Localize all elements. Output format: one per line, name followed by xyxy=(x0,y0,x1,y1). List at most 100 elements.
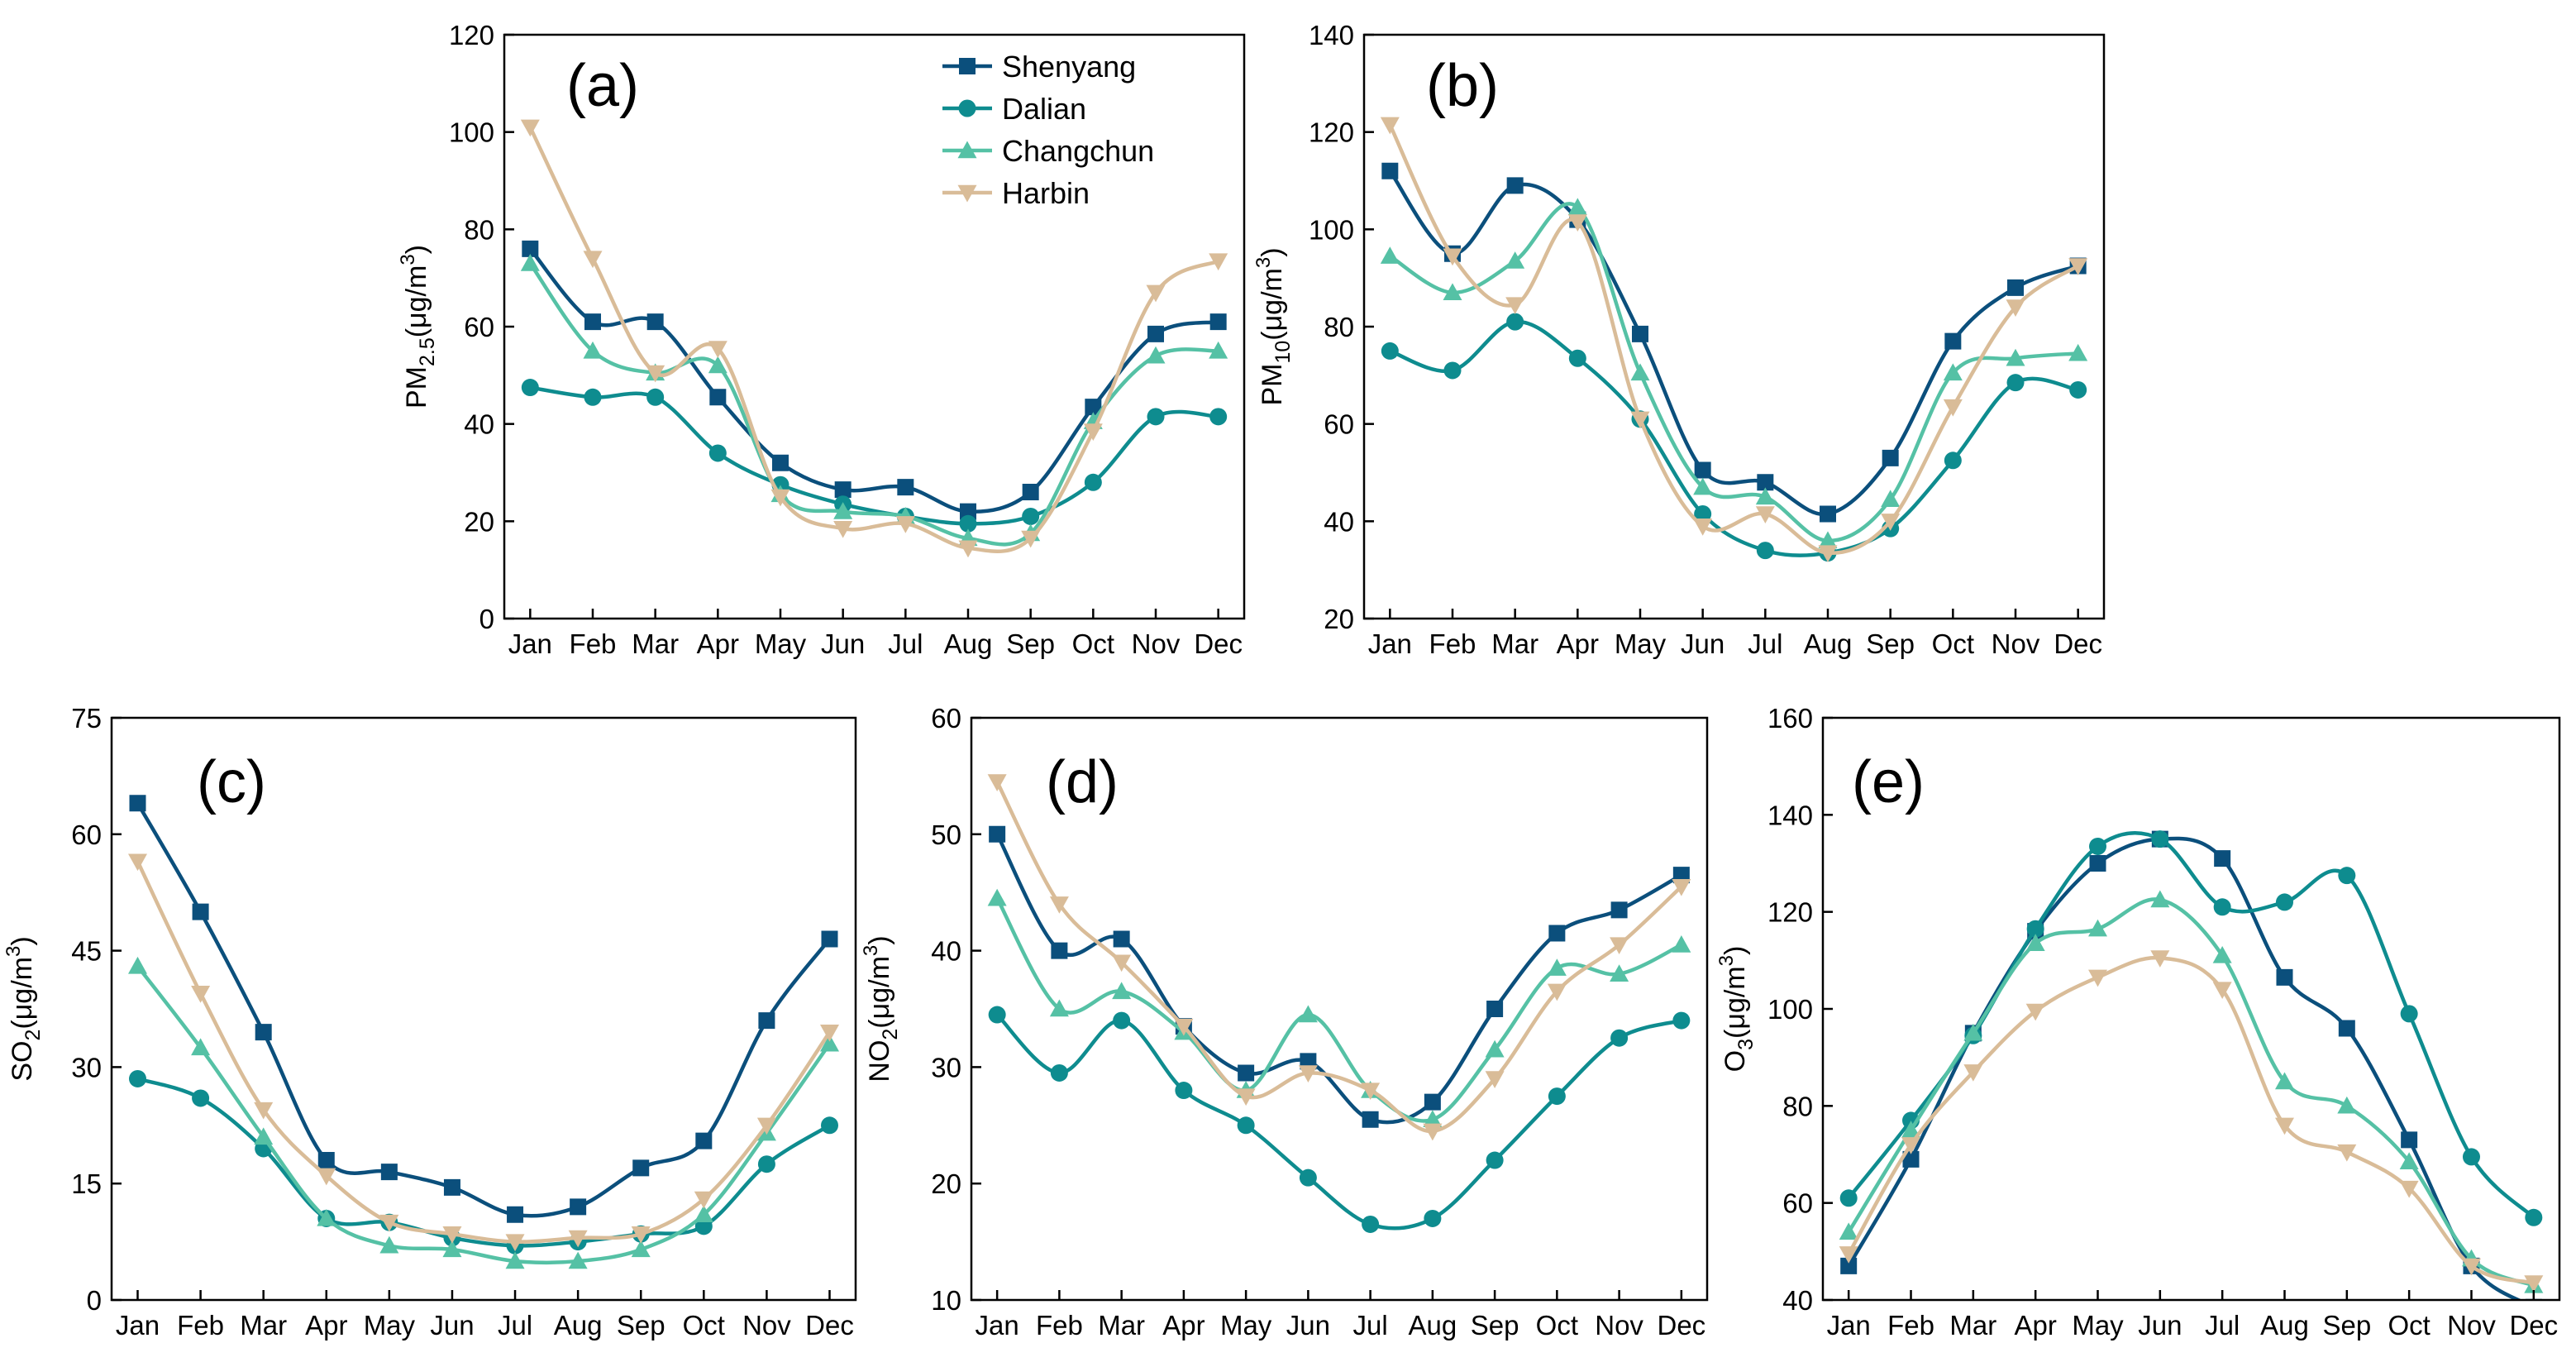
legend-marker-harbin xyxy=(957,184,977,203)
data-point-dalian-jan xyxy=(129,1069,146,1087)
y-tick-label: 140 xyxy=(1767,800,1813,830)
series-line-shenyang xyxy=(1847,836,2523,1300)
data-point-shenyang-jan xyxy=(129,795,146,812)
series-line-harbin xyxy=(1847,955,2535,1285)
data-point-harbin-jun xyxy=(2150,950,2170,968)
data-point-dalian-feb xyxy=(1443,361,1462,380)
data-point-harbin-oct xyxy=(2399,1180,2419,1198)
plot-frame xyxy=(503,33,1246,620)
x-tick-label: Nov xyxy=(1992,628,2040,659)
data-point-harbin-jan xyxy=(1380,117,1400,135)
x-tick-label: Nov xyxy=(742,1310,791,1340)
data-point-harbin-oct xyxy=(1943,399,1963,417)
x-tick-label: Sep xyxy=(1866,628,1915,659)
data-point-changchun-feb xyxy=(1049,999,1069,1017)
data-point-shenyang-oct xyxy=(1944,332,1962,350)
x-tick-label: Apr xyxy=(1557,628,1599,659)
series-shenyang xyxy=(1381,162,2087,523)
series-line-harbin xyxy=(528,126,1219,553)
data-point-changchun-mar xyxy=(1112,982,1132,1000)
x-tick-label: Feb xyxy=(177,1310,224,1340)
data-point-shenyang-mar xyxy=(1506,177,1524,194)
data-point-shenyang-sep xyxy=(632,1159,650,1177)
x-tick-label: Dec xyxy=(805,1310,854,1340)
data-point-changchun-feb xyxy=(191,1038,211,1056)
x-tick-label: Oct xyxy=(1072,628,1114,659)
data-point-shenyang-may xyxy=(380,1164,398,1181)
data-point-harbin-mar xyxy=(1963,1064,1983,1082)
data-point-shenyang-jan xyxy=(1840,1257,1858,1274)
data-point-shenyang-oct xyxy=(1548,925,1566,942)
y-tick-label: 60 xyxy=(71,820,102,850)
x-tick-label: Jul xyxy=(1748,628,1782,659)
data-point-changchun-jan xyxy=(128,956,147,974)
data-point-shenyang-nov xyxy=(1147,325,1165,342)
data-point-shenyang-may xyxy=(2089,855,2106,872)
data-point-changchun-sep xyxy=(631,1240,651,1258)
data-point-harbin-sep xyxy=(1485,1071,1505,1088)
data-point-shenyang-sep xyxy=(1486,1001,1504,1017)
data-point-harbin-dec xyxy=(2524,1275,2544,1293)
data-point-harbin-feb xyxy=(1443,248,1462,266)
x-tick-label: Sep xyxy=(1471,1310,1519,1340)
x-tick-label: Aug xyxy=(1804,628,1853,659)
data-point-dalian-jan xyxy=(521,379,539,397)
data-point-dalian-jan xyxy=(988,1006,1006,1024)
panel-a: 0 20 40 60 80 100 120 Jan Feb Mar Apr May Jun Jul Aug S… xyxy=(397,20,1246,659)
data-point-changchun-jun xyxy=(2150,890,2170,908)
data-point-dalian-apr xyxy=(708,444,727,462)
data-point-harbin-mar xyxy=(254,1102,274,1120)
data-point-shenyang-sep xyxy=(1022,484,1039,501)
data-point-changchun-sep xyxy=(1485,1039,1505,1058)
series-changchun xyxy=(128,956,839,1269)
data-point-changchun-jan xyxy=(987,888,1007,906)
x-tick-label: Apr xyxy=(1162,1310,1205,1340)
panel-label-c: (c) xyxy=(197,749,266,815)
legend-marker-changchun xyxy=(957,141,977,159)
data-point-changchun-dec xyxy=(1209,341,1228,359)
data-point-shenyang-jul xyxy=(2214,850,2231,867)
x-tick-label: Oct xyxy=(1932,628,1974,659)
y-tick-label: 120 xyxy=(1309,117,1354,148)
y-tick-label: 0 xyxy=(87,1285,102,1316)
data-point-harbin-jul xyxy=(1361,1082,1381,1101)
data-point-harbin-may xyxy=(1630,411,1650,429)
data-point-harbin-apr xyxy=(708,341,727,358)
data-point-changchun-jan xyxy=(1839,1222,1858,1240)
x-tick-label: Apr xyxy=(305,1310,347,1340)
data-point-dalian-jan xyxy=(1839,1189,1858,1207)
data-point-dalian-dec xyxy=(821,1116,838,1135)
data-point-shenyang-nov xyxy=(2007,279,2025,296)
x-tick-label: Jun xyxy=(1681,628,1724,659)
data-point-harbin-oct xyxy=(1547,983,1567,1001)
data-point-shenyang-feb xyxy=(584,313,601,331)
x-tick-label: Aug xyxy=(2260,1310,2309,1340)
data-point-harbin-jun xyxy=(833,520,853,538)
y-tick-label: 20 xyxy=(464,506,494,537)
data-point-changchun-dec xyxy=(820,1034,839,1052)
data-point-changchun-mar xyxy=(254,1127,274,1145)
y-tick-label: 100 xyxy=(449,117,494,148)
y-tick-label: 0 xyxy=(479,604,494,634)
data-point-dalian-sep xyxy=(1486,1151,1504,1169)
data-point-changchun-feb xyxy=(1443,283,1462,301)
series-line-changchun xyxy=(995,897,1682,1123)
data-point-changchun-aug xyxy=(568,1251,588,1269)
data-point-changchun-jul xyxy=(505,1251,525,1269)
data-point-dalian-mar xyxy=(1506,313,1524,331)
data-point-shenyang-jul xyxy=(1757,474,1774,491)
data-point-dalian-oct xyxy=(1944,452,1962,470)
x-tick-label: Apr xyxy=(2014,1310,2056,1340)
x-tick-label: Sep xyxy=(617,1310,665,1340)
x-tick-label: Feb xyxy=(1429,628,1476,659)
x-tick-label: Mar xyxy=(1098,1310,1145,1340)
data-point-dalian-oct xyxy=(1548,1087,1566,1106)
y-axis-label: NO2(μg/m3) xyxy=(860,935,902,1082)
data-point-dalian-mar xyxy=(646,388,665,406)
y-tick-label: 60 xyxy=(464,312,494,342)
series-shenyang xyxy=(989,825,1690,1128)
data-point-shenyang-feb xyxy=(1902,1150,1920,1168)
data-point-shenyang-nov xyxy=(758,1012,775,1030)
